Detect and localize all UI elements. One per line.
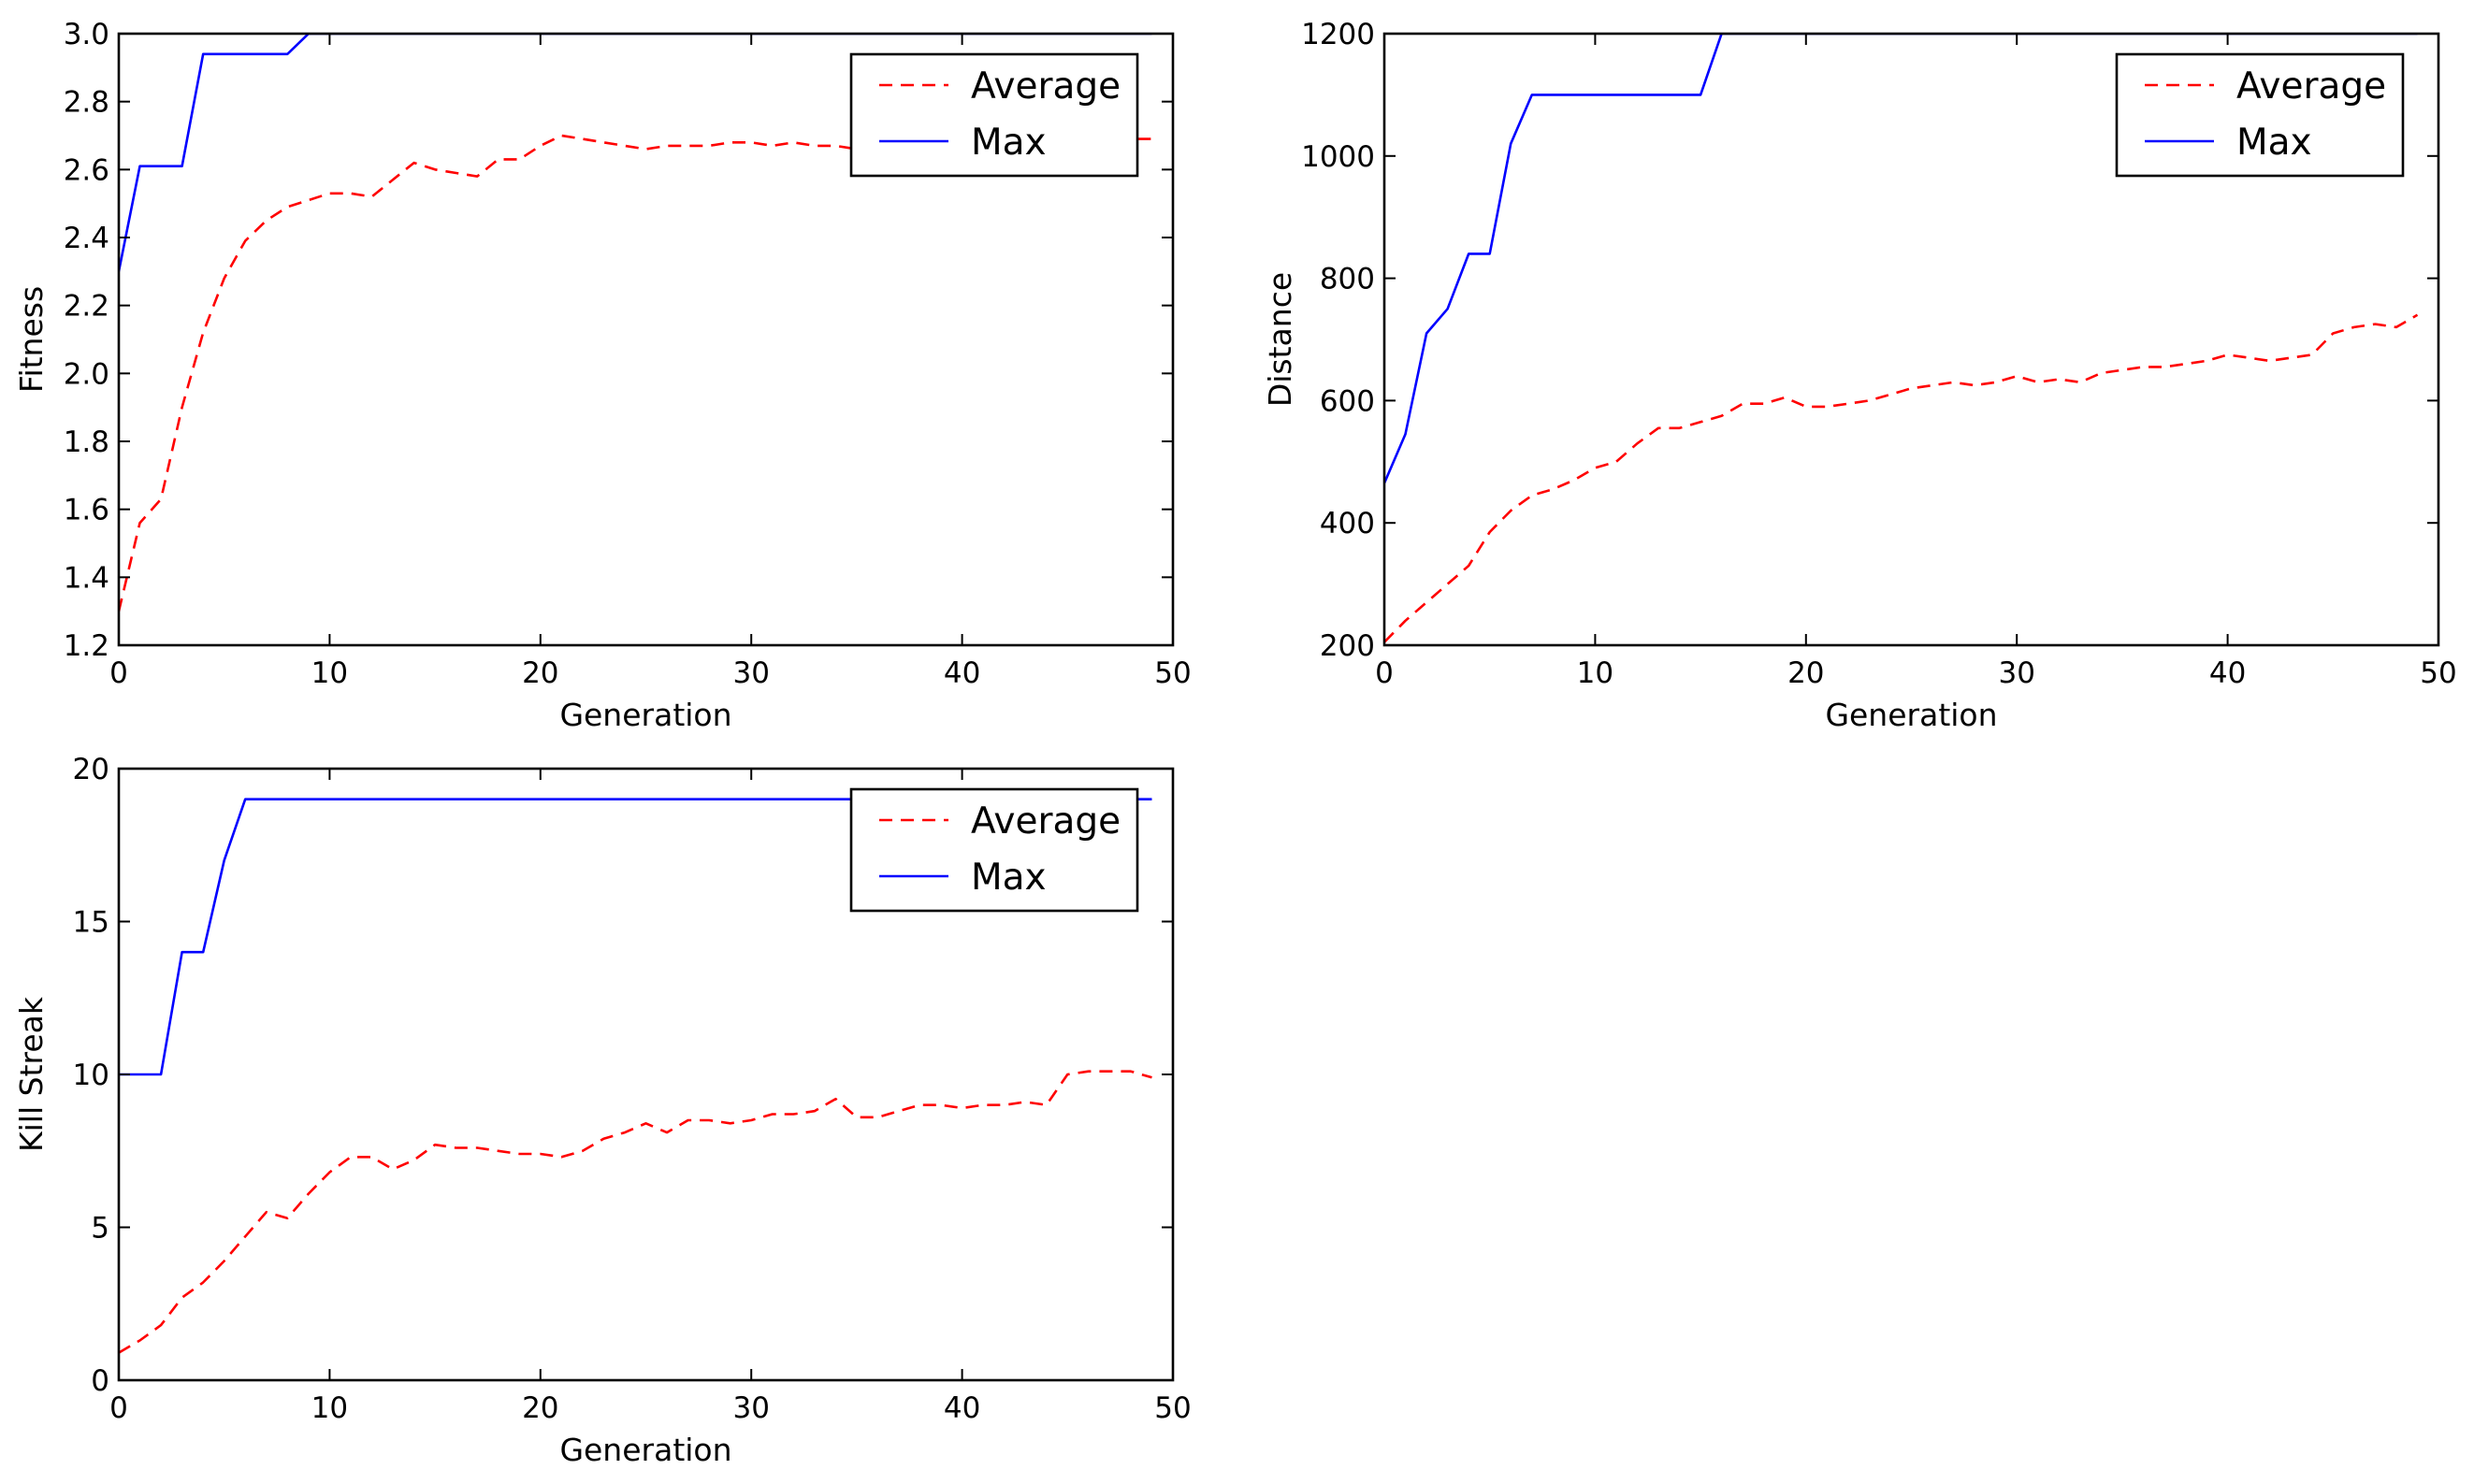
series-line-average xyxy=(1384,313,2419,643)
x-tick-label: 50 xyxy=(2420,656,2456,690)
x-tick-label: 50 xyxy=(1154,656,1191,690)
y-axis-label: Distance xyxy=(1262,272,1298,407)
x-tick-label: 40 xyxy=(2209,656,2246,690)
distance-chart: 0 10 20 30 40 50 200 400 600 800 1000 1200 Generatio… xyxy=(1262,18,2457,733)
y-tick-label: 1000 xyxy=(1301,140,1375,174)
y-tick-label: 1.4 xyxy=(64,561,109,595)
x-tick-label: 20 xyxy=(1787,656,1824,690)
plot-frame xyxy=(1382,32,2440,647)
series-line-max xyxy=(1384,34,2418,484)
series-group xyxy=(1384,34,2419,643)
x-tick-label: 30 xyxy=(732,1391,769,1425)
series-line-max xyxy=(119,34,1152,272)
x-axis-label: Generation xyxy=(559,697,731,733)
series-group xyxy=(119,34,1152,612)
y-tick-label: 10 xyxy=(73,1059,109,1092)
plot-frame xyxy=(117,32,1175,647)
x-tick-label: 10 xyxy=(311,1391,348,1425)
legend-box xyxy=(849,787,1139,913)
legend-box xyxy=(2115,52,2405,178)
y-tick-label: 1.6 xyxy=(64,494,109,527)
y-tick-label: 2.4 xyxy=(64,222,109,255)
legend: Average Max xyxy=(2115,52,2405,178)
x-tick-label: 20 xyxy=(522,656,558,690)
x-tick-label: 30 xyxy=(732,656,769,690)
y-tick-label: 15 xyxy=(73,906,109,940)
x-tick-label: 0 xyxy=(109,656,128,690)
y-tick-label: 20 xyxy=(73,753,109,786)
y-tick-label: 2.8 xyxy=(64,86,109,120)
legend-box xyxy=(849,52,1139,178)
legend: Average Max xyxy=(849,787,1139,913)
y-tick-label: 800 xyxy=(1320,263,1375,296)
legend-label-max: Max xyxy=(2236,122,2312,164)
y-tick-label: 1.8 xyxy=(64,425,109,459)
x-axis-label: Generation xyxy=(559,1432,731,1468)
y-axis-label: Kill Streak xyxy=(13,996,50,1152)
y-tick-label: 0 xyxy=(91,1364,109,1398)
y-tick-label: 600 xyxy=(1320,384,1375,418)
x-tick-label: 10 xyxy=(311,656,348,690)
legend-label-average: Average xyxy=(971,65,1121,108)
x-tick-label: 0 xyxy=(1375,656,1394,690)
series-line-average xyxy=(119,134,1152,612)
series-line-average xyxy=(119,1070,1152,1354)
x-tick-label: 40 xyxy=(944,656,980,690)
x-tick-label: 50 xyxy=(1154,1391,1191,1425)
y-tick-label: 3.0 xyxy=(64,18,109,51)
y-tick-label: 1200 xyxy=(1301,18,1375,51)
x-tick-label: 10 xyxy=(1577,656,1613,690)
legend-label-max: Max xyxy=(971,857,1047,899)
y-tick-label: 2.2 xyxy=(64,290,109,324)
y-tick-label: 200 xyxy=(1320,629,1375,663)
y-axis-label: Fitness xyxy=(13,286,50,393)
y-tick-label: 2.6 xyxy=(64,153,109,187)
x-tick-label: 30 xyxy=(1998,656,2034,690)
x-tick-label: 0 xyxy=(109,1391,128,1425)
x-tick-label: 40 xyxy=(944,1391,980,1425)
legend-label-max: Max xyxy=(971,122,1047,164)
y-tick-label: 1.2 xyxy=(64,629,109,663)
y-tick-label: 2.0 xyxy=(64,357,109,391)
y-tick-label: 5 xyxy=(91,1212,109,1246)
legend: Average Max xyxy=(849,52,1139,178)
x-tick-label: 20 xyxy=(522,1391,558,1425)
legend-label-average: Average xyxy=(971,800,1121,843)
fitness-chart: 0 10 20 30 40 50 1.2 1.4 1.6 1.8 2.0 2.2 2.4 2.6 2.8 3.… xyxy=(13,18,1192,733)
legend-label-average: Average xyxy=(2236,65,2386,108)
x-axis-label: Generation xyxy=(1825,697,1997,733)
y-tick-label: 400 xyxy=(1320,507,1375,540)
